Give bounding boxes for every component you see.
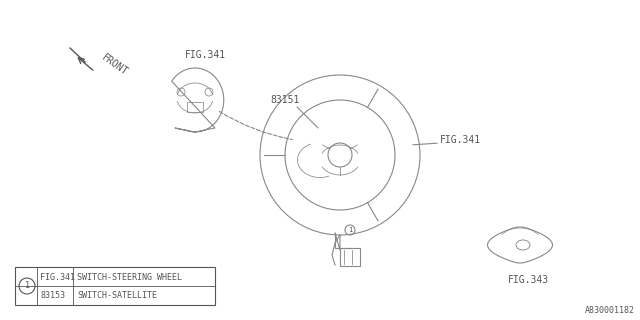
Bar: [15, 267, 215, 305]
Text: FIG.341: FIG.341: [184, 50, 225, 60]
Text: FIG.341: FIG.341: [440, 135, 481, 145]
Text: A830001182: A830001182: [585, 306, 635, 315]
Text: 83151: 83151: [270, 95, 300, 105]
Text: 83153: 83153: [40, 292, 65, 300]
Text: SWITCH-SATELLITE: SWITCH-SATELLITE: [77, 292, 157, 300]
Text: 1: 1: [24, 282, 29, 291]
Text: FRONT: FRONT: [100, 52, 130, 77]
Text: FIG.341: FIG.341: [40, 273, 75, 282]
Text: SWITCH-STEERING WHEEL: SWITCH-STEERING WHEEL: [77, 273, 182, 282]
Text: FIG.343: FIG.343: [508, 275, 548, 285]
Text: 1: 1: [348, 227, 352, 233]
Bar: [187, 102, 203, 112]
Bar: [340, 248, 360, 266]
